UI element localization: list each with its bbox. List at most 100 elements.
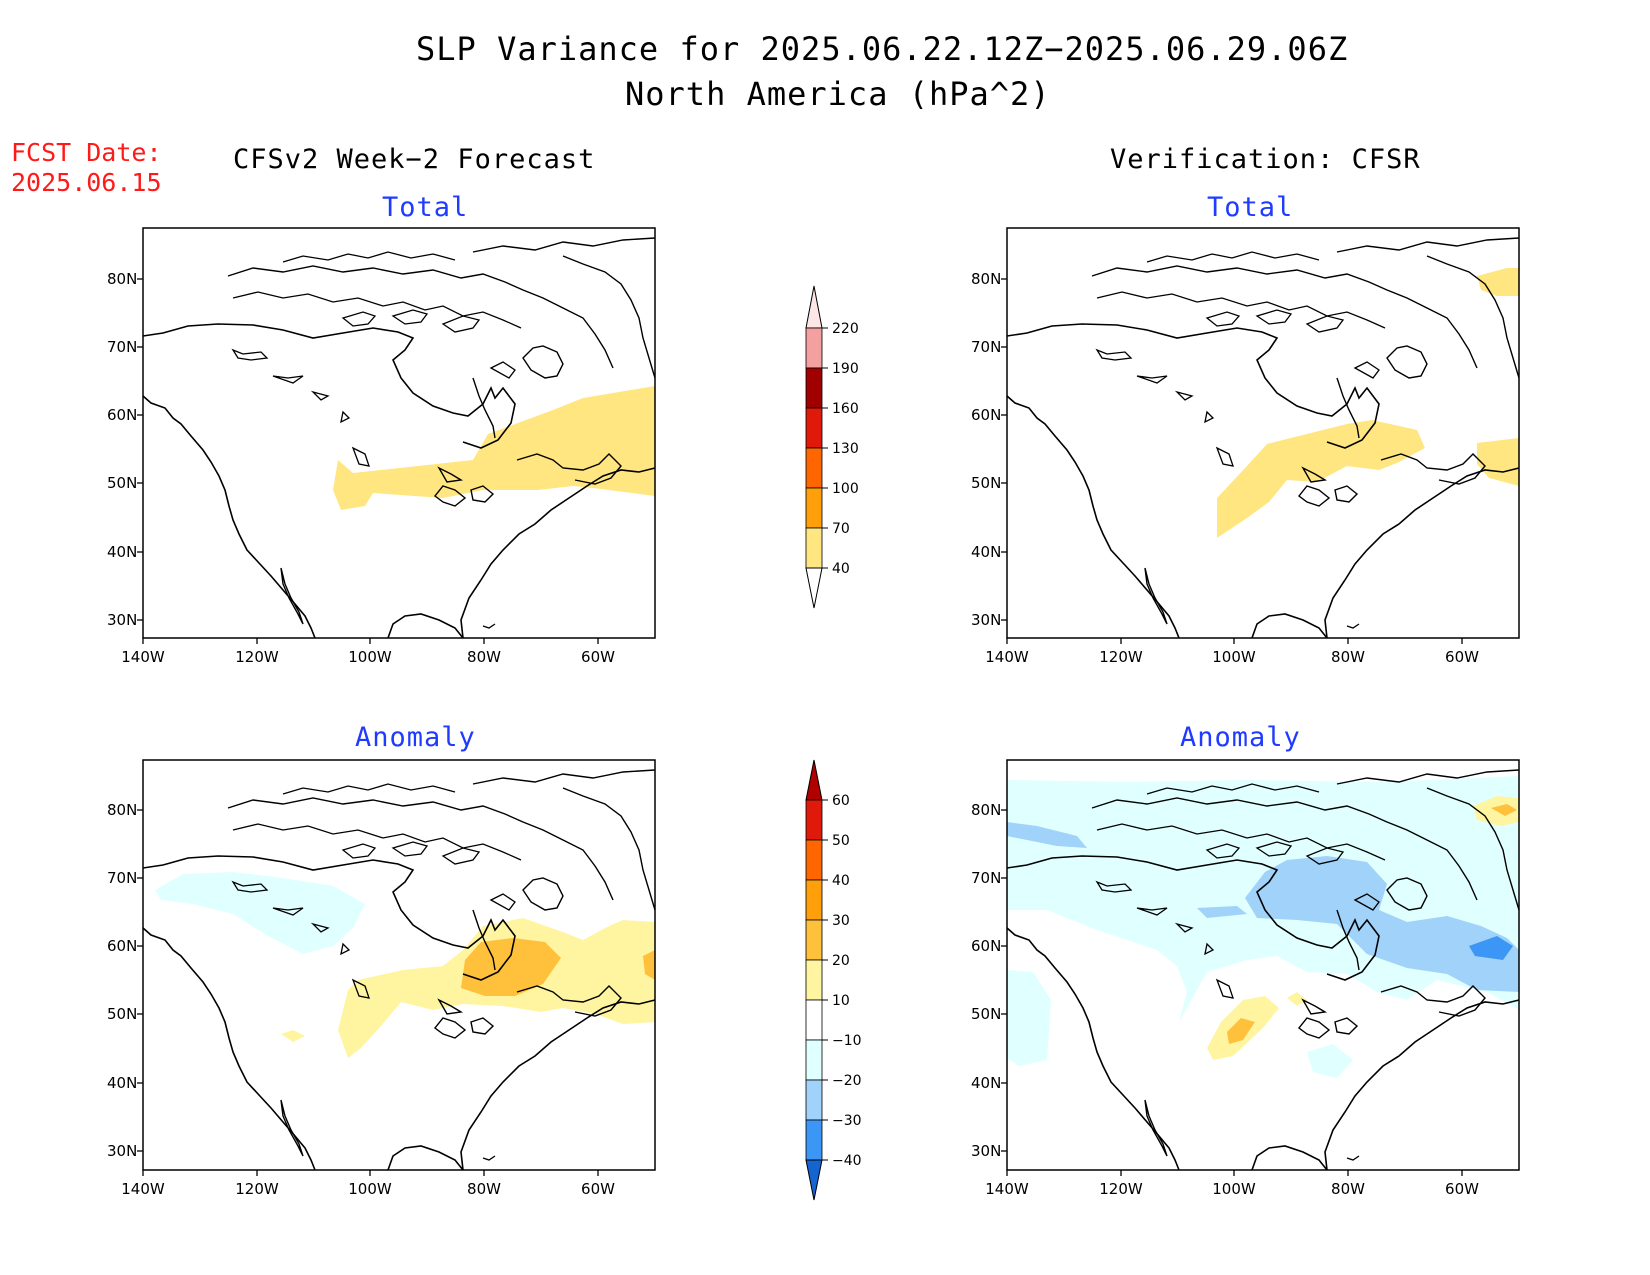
colorbar-anomaly-segment xyxy=(805,919,823,961)
colorbar-total-label: 160 xyxy=(832,401,859,417)
lat-label: 30N xyxy=(107,611,137,629)
colorbar-anomaly-label: −20 xyxy=(832,1073,862,1089)
fcst-date-label: FCST Date: xyxy=(11,138,162,167)
lon-labels-p2: 140W 120W 100W 80W 60W xyxy=(985,648,1479,666)
colorbar-anomaly-label: 20 xyxy=(832,953,850,969)
colorbar-total-segment xyxy=(805,527,823,569)
lat-label: 60N xyxy=(971,937,1001,955)
lon-label: 140W xyxy=(985,1180,1029,1198)
lon-label: 120W xyxy=(1099,1180,1143,1198)
lat-label: 30N xyxy=(971,611,1001,629)
colorbar-total-segment xyxy=(805,447,823,489)
verification-anomaly-title: Anomaly xyxy=(1180,722,1301,753)
verification-anomaly-shading-20-30 xyxy=(1227,1018,1255,1044)
lon-label: 80W xyxy=(467,648,501,666)
forecast-anomaly-shading-neg10-20 xyxy=(155,872,365,954)
colorbar-anomaly-segment xyxy=(805,839,823,881)
lon-labels-p4: 140W 120W 100W 80W 60W xyxy=(985,1180,1479,1198)
colorbar-anomaly-label: 10 xyxy=(832,993,850,1009)
colorbar-anomaly-segment xyxy=(805,1039,823,1081)
panel-forecast-anomaly xyxy=(142,759,656,1171)
panel-forecast-total xyxy=(142,227,656,639)
colorbar-total-segment xyxy=(805,327,823,369)
fcst-date-value: 2025.06.15 xyxy=(11,168,162,197)
colorbar-total-label: 220 xyxy=(832,321,859,337)
lat-label: 30N xyxy=(971,1142,1001,1160)
colorbar-anomaly-segment xyxy=(805,999,823,1041)
verification-anomaly-shading-neg20-30 xyxy=(1245,856,1519,992)
colorbar-total-label: 130 xyxy=(832,441,859,457)
lat-label: 70N xyxy=(107,869,137,887)
lat-label: 80N xyxy=(971,801,1001,819)
colorbar-anomaly-label: 40 xyxy=(832,873,850,889)
colorbar-total: 220 190 160 130 100 70 40 xyxy=(805,285,859,609)
lon-label: 120W xyxy=(1099,648,1143,666)
lon-label: 80W xyxy=(467,1180,501,1198)
panel-verification-total xyxy=(1006,227,1520,639)
lat-label: 70N xyxy=(971,338,1001,356)
lat-label: 40N xyxy=(107,1074,137,1092)
verification-anomaly-shading-10-small xyxy=(1287,992,1307,1006)
colorbar-anomaly-label: −10 xyxy=(832,1033,862,1049)
colorbar-anomaly-label: 30 xyxy=(832,913,850,929)
verification-anomaly-shading-neg10-west xyxy=(1007,970,1051,1066)
lat-label: 60N xyxy=(107,406,137,424)
lon-label: 60W xyxy=(1445,1180,1479,1198)
colorbar-total-segment xyxy=(805,487,823,529)
lon-label: 140W xyxy=(985,648,1029,666)
lon-label: 60W xyxy=(1445,648,1479,666)
main-subtitle: North America (hPa^2) xyxy=(625,75,1051,113)
colorbar-total-label: 70 xyxy=(832,521,850,537)
lat-label: 80N xyxy=(971,270,1001,288)
colorbar-total-label: 190 xyxy=(832,361,859,377)
colorbar-total-segment xyxy=(805,367,823,409)
verification-anomaly-shading-20-north xyxy=(1491,804,1517,816)
lat-label: 80N xyxy=(107,270,137,288)
lon-labels-p1: 140W 120W 100W 80W 60W xyxy=(121,648,615,666)
lon-label: 80W xyxy=(1331,648,1365,666)
colorbar-total-label: 40 xyxy=(832,561,850,577)
lon-label: 80W xyxy=(1331,1180,1365,1198)
lat-label: 80N xyxy=(107,801,137,819)
lon-label: 100W xyxy=(1212,1180,1256,1198)
lon-label: 60W xyxy=(581,648,615,666)
lon-label: 100W xyxy=(348,1180,392,1198)
colorbar-anomaly: 60 50 40 30 20 10 −10 −20 −30 −40 xyxy=(805,759,862,1201)
verification-anomaly-shading-10-north xyxy=(1473,796,1519,826)
colorbar-anomaly-label: 60 xyxy=(832,793,850,809)
axis-ticks xyxy=(137,278,1463,1176)
lon-label: 140W xyxy=(121,1180,165,1198)
verification-anomaly-shading-neg20-west xyxy=(1007,822,1087,848)
colorbar-anomaly-top-arrow xyxy=(805,759,823,801)
lon-labels-p3: 140W 120W 100W 80W 60W xyxy=(121,1180,615,1198)
right-column-header: Verification: CFSR xyxy=(1110,144,1421,175)
colorbar-anomaly-label: −40 xyxy=(832,1153,862,1169)
colorbar-anomaly-bottom-arrow xyxy=(805,1159,823,1201)
forecast-anomaly-shading-20-30-east xyxy=(643,950,655,980)
lon-label: 120W xyxy=(235,648,279,666)
lat-labels-p2: 80N 70N 60N 50N 40N 30N xyxy=(971,270,1001,629)
lon-label: 120W xyxy=(235,1180,279,1198)
lat-label: 40N xyxy=(971,1074,1001,1092)
lat-label: 50N xyxy=(107,474,137,492)
lat-labels-p1: 80N 70N 60N 50N 40N 30N xyxy=(107,270,137,629)
lat-label: 50N xyxy=(971,474,1001,492)
verification-total-shading-east xyxy=(1477,438,1519,486)
verification-anomaly-shading-neg10-east xyxy=(1307,1044,1353,1078)
colorbar-total-label: 100 xyxy=(832,481,859,497)
colorbar-anomaly-segment xyxy=(805,799,823,841)
lon-label: 100W xyxy=(348,648,392,666)
lat-label: 70N xyxy=(107,338,137,356)
lat-label: 70N xyxy=(971,869,1001,887)
colorbar-total-bottom-arrow xyxy=(805,567,823,609)
forecast-total-title: Total xyxy=(382,192,469,223)
lat-label: 40N xyxy=(107,543,137,561)
forecast-total-shading-40-70 xyxy=(333,386,655,510)
colorbar-total-top-arrow xyxy=(805,285,823,329)
lat-labels-p3: 80N 70N 60N 50N 40N 30N xyxy=(107,801,137,1160)
lon-label: 100W xyxy=(1212,648,1256,666)
colorbar-anomaly-segment xyxy=(805,1119,823,1161)
forecast-anomaly-shading-20-30 xyxy=(461,938,561,996)
colorbar-anomaly-segment xyxy=(805,1079,823,1121)
lat-labels-p4: 80N 70N 60N 50N 40N 30N xyxy=(971,801,1001,1160)
